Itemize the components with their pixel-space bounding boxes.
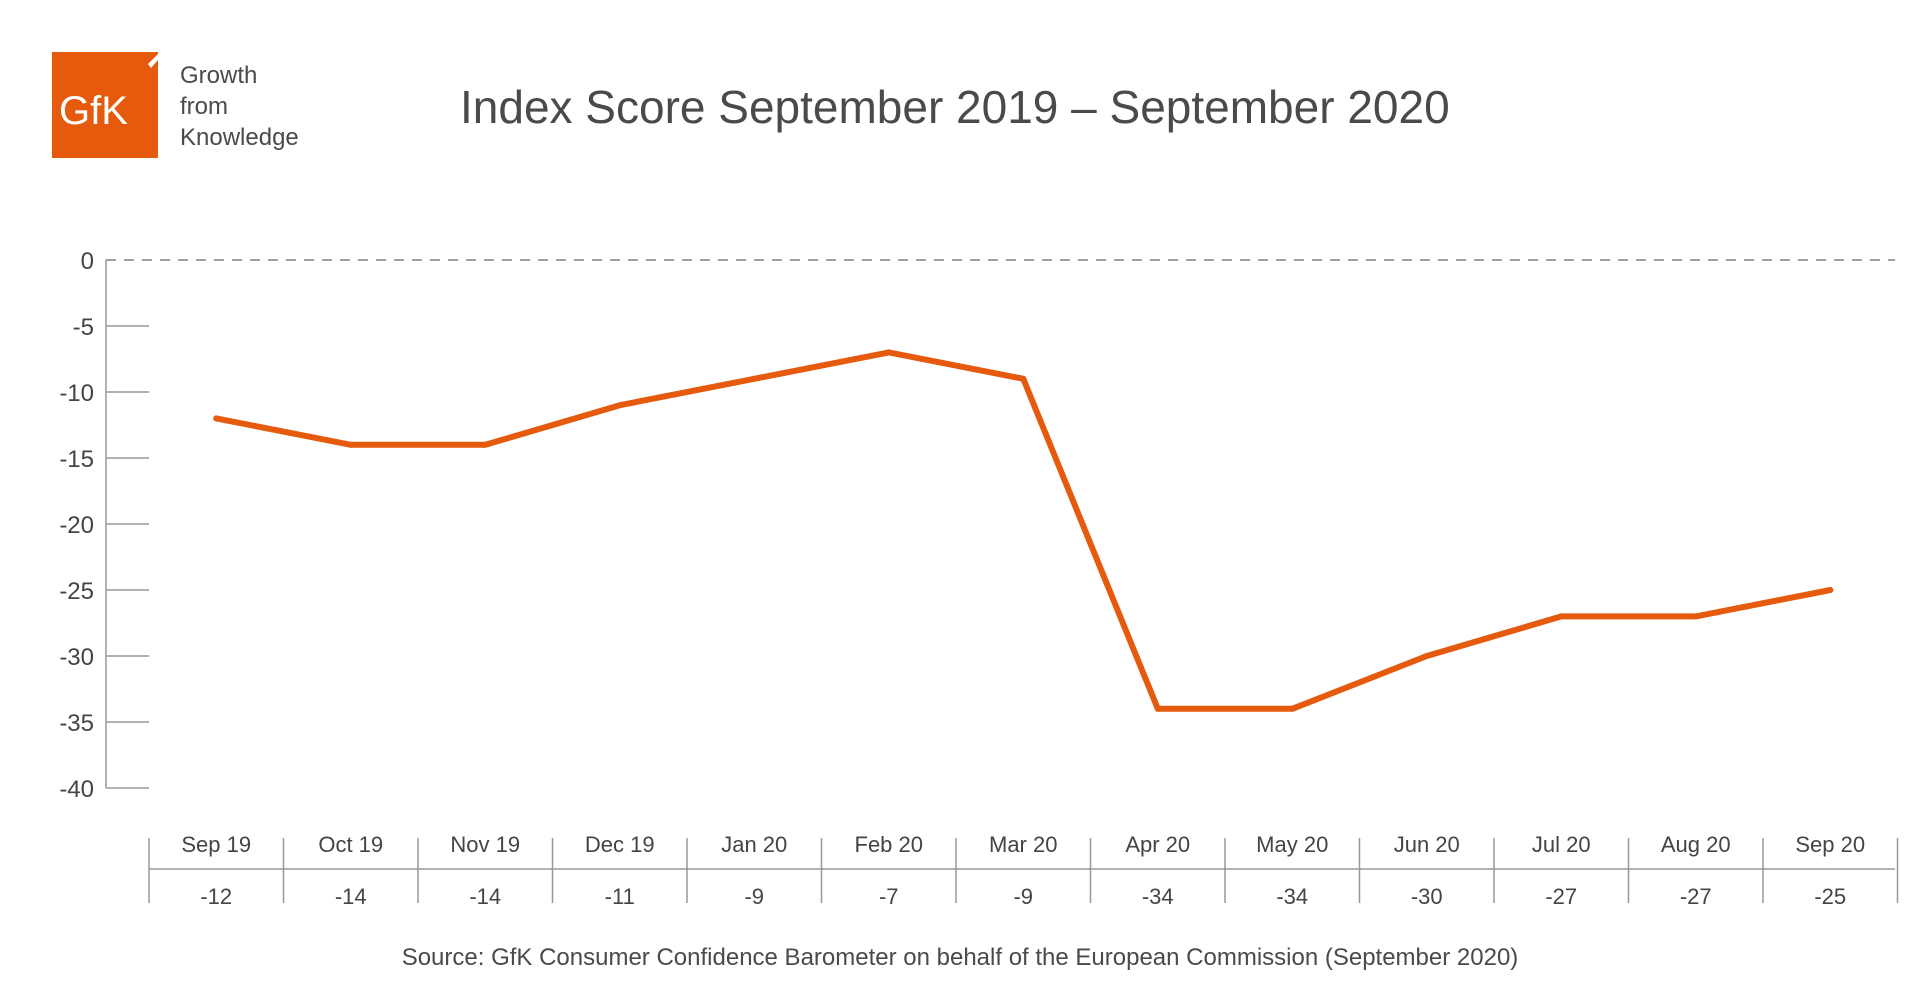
data-value-label: -14 bbox=[335, 884, 367, 909]
data-point bbox=[347, 441, 354, 448]
line-chart: 0 -5 -10 -15 -20 -25 -30 -35 -40 Sep 19 Oct 19 Nov … bbox=[59, 248, 1899, 909]
data-point bbox=[1423, 653, 1430, 659]
x-category-label: Sep 19 bbox=[181, 832, 251, 857]
data-point bbox=[1558, 613, 1565, 620]
data-point bbox=[616, 402, 623, 409]
series-line bbox=[213, 349, 1834, 712]
data-value-label: -12 bbox=[200, 884, 232, 909]
data-point bbox=[1154, 705, 1161, 712]
x-category-label: Feb 20 bbox=[855, 832, 924, 857]
data-point bbox=[751, 375, 758, 382]
data-value-label: -34 bbox=[1276, 884, 1308, 909]
x-category-label: Mar 20 bbox=[989, 832, 1057, 857]
x-category-label: Jul 20 bbox=[1532, 832, 1591, 857]
x-category-label: Sep 20 bbox=[1795, 832, 1865, 857]
y-tick-label: -10 bbox=[59, 380, 94, 407]
x-category-label: Oct 19 bbox=[318, 832, 383, 857]
y-tick-label: -25 bbox=[59, 578, 94, 605]
x-category-label: Jan 20 bbox=[721, 832, 787, 857]
x-category-label: May 20 bbox=[1256, 832, 1328, 857]
data-point bbox=[885, 349, 892, 356]
x-category-label: Aug 20 bbox=[1661, 832, 1731, 857]
x-category-label: Nov 19 bbox=[450, 832, 520, 857]
data-point bbox=[1289, 705, 1296, 712]
data-point bbox=[213, 415, 220, 422]
x-category-label: Dec 19 bbox=[585, 832, 655, 857]
y-tick-label: 0 bbox=[81, 248, 94, 275]
x-category-label: Jun 20 bbox=[1394, 832, 1460, 857]
tagline-line-3: Knowledge bbox=[180, 124, 299, 151]
data-value-label: -27 bbox=[1680, 884, 1712, 909]
data-value-label: -9 bbox=[1013, 884, 1033, 909]
data-value-label: -30 bbox=[1411, 884, 1443, 909]
data-value-label: -11 bbox=[605, 884, 635, 909]
tagline-line-1: Growth bbox=[180, 62, 258, 89]
data-value-label: -25 bbox=[1814, 884, 1846, 909]
y-tick-label: -30 bbox=[59, 644, 94, 671]
y-tick-label: -20 bbox=[59, 512, 94, 539]
x-category-label: Apr 20 bbox=[1125, 832, 1190, 857]
chart-title: Index Score September 2019 – September 2… bbox=[460, 81, 1450, 133]
gfk-logo: GfK bbox=[52, 52, 158, 158]
data-point bbox=[1827, 587, 1834, 593]
y-tick-label: -5 bbox=[73, 314, 94, 341]
gfk-logo-text: GfK bbox=[59, 89, 128, 133]
y-tick-label: -35 bbox=[59, 710, 94, 737]
data-value-label: -7 bbox=[879, 884, 899, 909]
data-point bbox=[1692, 613, 1699, 620]
y-tick-label: -40 bbox=[59, 776, 94, 803]
data-value-label: -14 bbox=[469, 884, 501, 909]
data-point bbox=[482, 441, 489, 448]
data-value-label: -34 bbox=[1142, 884, 1174, 909]
data-point bbox=[1020, 375, 1027, 382]
y-tick-label: -15 bbox=[59, 446, 94, 473]
data-value-label: -9 bbox=[744, 884, 764, 909]
data-value-label: -27 bbox=[1545, 884, 1577, 909]
tagline-line-2: from bbox=[180, 93, 228, 120]
source-note: Source: GfK Consumer Confidence Baromete… bbox=[401, 944, 1519, 971]
gfk-logo-mark: GfK bbox=[59, 54, 158, 133]
